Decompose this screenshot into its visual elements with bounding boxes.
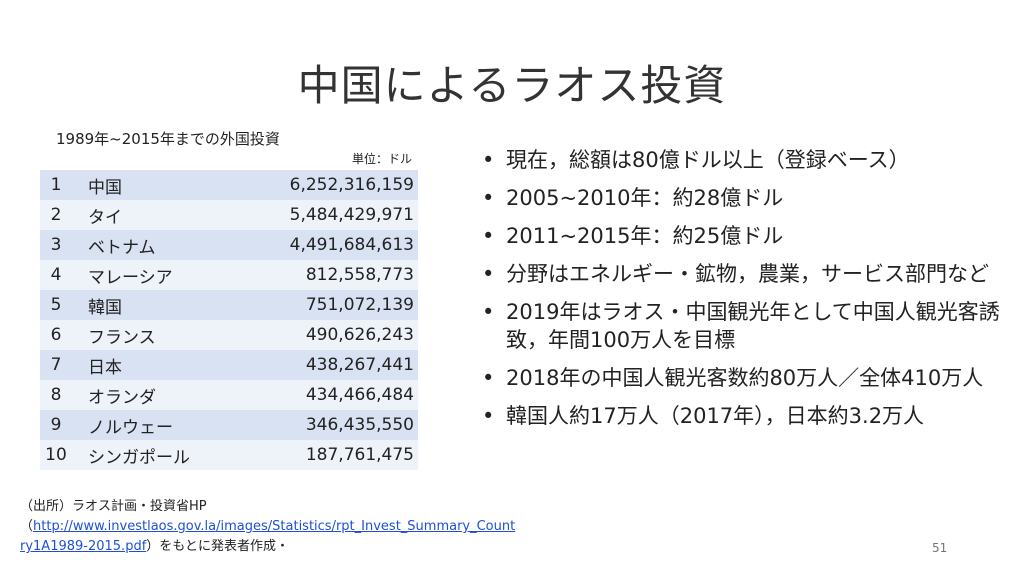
source-prefix: （出所）ラオス計画・投資省HP	[20, 499, 207, 514]
bullet-dot-icon: •	[482, 186, 495, 210]
bullet-item: • 現在，総額は80億ドル以上（登録ベース）	[480, 146, 1020, 174]
country-cell: オランダ	[70, 380, 228, 410]
bullet-text: 2011~2015年：約25億ドル	[506, 224, 784, 248]
bullet-dot-icon: •	[482, 224, 495, 248]
rank-cell: 3	[40, 230, 70, 260]
bullet-dot-icon: •	[482, 404, 495, 428]
amount-cell: 434,466,484	[228, 380, 418, 410]
rank-cell: 6	[40, 320, 70, 350]
bullet-dot-icon: •	[482, 262, 495, 286]
amount-cell: 346,435,550	[228, 410, 418, 440]
table-unit-label: 単位：ドル	[352, 152, 413, 166]
source-link[interactable]: http://www.investlaos.gov.la/images/Stat…	[20, 519, 516, 554]
table-row: 10 シンガポール 187,761,475	[40, 440, 418, 470]
table-row: 7 日本 438,267,441	[40, 350, 418, 380]
bullet-text: 2005~2010年：約28億ドル	[506, 186, 784, 210]
bullet-text: 2019年はラオス・中国観光年として中国人観光客誘致，年間100万人を目標	[506, 300, 1000, 352]
country-cell: 韓国	[70, 290, 228, 320]
rank-cell: 2	[40, 200, 70, 230]
bullet-item: • 2019年はラオス・中国観光年として中国人観光客誘致，年間100万人を目標	[480, 298, 1020, 354]
country-cell: マレーシア	[70, 260, 228, 290]
bullet-dot-icon: •	[482, 300, 495, 324]
rank-cell: 9	[40, 410, 70, 440]
table-row: 6 フランス 490,626,243	[40, 320, 418, 350]
bullet-text: 2018年の中国人観光客数約80万人／全体410万人	[506, 366, 984, 390]
amount-cell: 5,484,429,971	[228, 200, 418, 230]
bullet-item: • 韓国人約17万人（2017年），日本約3.2万人	[480, 402, 1020, 430]
bullet-item: • 2018年の中国人観光客数約80万人／全体410万人	[480, 364, 1020, 392]
rank-cell: 1	[40, 170, 70, 200]
table-row: 3 ベトナム 4,491,684,613	[40, 230, 418, 260]
source-open-paren: （	[20, 519, 34, 534]
country-cell: ノルウェー	[70, 410, 228, 440]
table-row: 1 中国 6,252,316,159	[40, 170, 418, 200]
source-suffix: ）をもとに発表者作成・	[146, 539, 290, 554]
country-cell: シンガポール	[70, 440, 228, 470]
bullet-item: • 分野はエネルギー・鉱物，農業，サービス部門など	[480, 260, 1020, 288]
bullet-item: • 2011~2015年：約25億ドル	[480, 222, 1020, 250]
investment-table: 1 中国 6,252,316,159 2 タイ 5,484,429,971 3 ベトナム 4,4…	[40, 170, 418, 470]
amount-cell: 490,626,243	[228, 320, 418, 350]
table-row: 8 オランダ 434,466,484	[40, 380, 418, 410]
bullet-dot-icon: •	[482, 148, 495, 172]
country-cell: タイ	[70, 200, 228, 230]
bullet-list: • 現在，総額は80億ドル以上（登録ベース） • 2005~2010年：約28億ドル •…	[480, 146, 1020, 440]
bullet-item: • 2005~2010年：約28億ドル	[480, 184, 1020, 212]
table-row: 2 タイ 5,484,429,971	[40, 200, 418, 230]
bullet-text: 現在，総額は80億ドル以上（登録ベース）	[506, 148, 910, 172]
rank-cell: 5	[40, 290, 70, 320]
slide-title: 中国によるラオス投資	[297, 61, 727, 110]
table-row: 4 マレーシア 812,558,773	[40, 260, 418, 290]
country-cell: ベトナム	[70, 230, 228, 260]
table-row: 9 ノルウェー 346,435,550	[40, 410, 418, 440]
source-note: （出所）ラオス計画・投資省HP （http://www.investlaos.g…	[20, 497, 520, 557]
table-row: 5 韓国 751,072,139	[40, 290, 418, 320]
amount-cell: 812,558,773	[228, 260, 418, 290]
rank-cell: 8	[40, 380, 70, 410]
rank-cell: 4	[40, 260, 70, 290]
table-caption: 1989年~2015年までの外国投資	[56, 130, 280, 148]
country-cell: 日本	[70, 350, 228, 380]
amount-cell: 751,072,139	[228, 290, 418, 320]
rank-cell: 10	[40, 440, 70, 470]
bullet-text: 韓国人約17万人（2017年），日本約3.2万人	[506, 404, 925, 428]
amount-cell: 4,491,684,613	[228, 230, 418, 260]
amount-cell: 187,761,475	[228, 440, 418, 470]
amount-cell: 438,267,441	[228, 350, 418, 380]
rank-cell: 7	[40, 350, 70, 380]
page-number: 51	[932, 541, 948, 555]
country-cell: フランス	[70, 320, 228, 350]
amount-cell: 6,252,316,159	[228, 170, 418, 200]
country-cell: 中国	[70, 170, 228, 200]
bullet-dot-icon: •	[482, 366, 495, 390]
bullet-text: 分野はエネルギー・鉱物，農業，サービス部門など	[506, 262, 989, 286]
